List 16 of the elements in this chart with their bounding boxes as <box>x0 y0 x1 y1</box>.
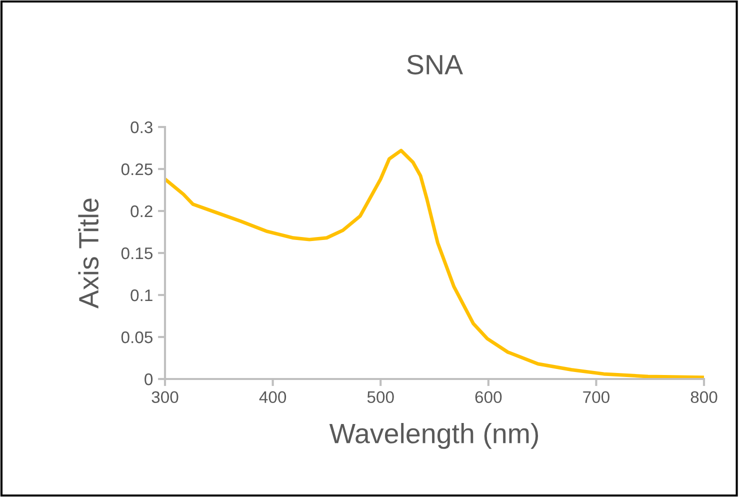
y-tick-label: 0.25 <box>121 163 152 176</box>
x-tick-label: 800 <box>690 391 718 404</box>
y-tick-label: 0.05 <box>121 331 152 344</box>
chart-title: SNA <box>407 54 463 74</box>
x-tick-label: 300 <box>152 391 178 404</box>
x-axis-title: Wavelength (nm) <box>329 423 538 449</box>
y-tick-label: 0 <box>144 373 153 386</box>
x-tick-label: 600 <box>475 391 502 404</box>
x-tick-label: 700 <box>583 391 610 404</box>
y-tick-label: 0.15 <box>121 247 152 260</box>
x-tick-label: 400 <box>259 391 286 404</box>
y-tick-label: 0.1 <box>130 289 152 302</box>
x-tick-label: 500 <box>367 391 394 404</box>
y-tick-label: 0.2 <box>130 205 152 218</box>
y-tick-label: 0.3 <box>130 121 152 134</box>
y-axis-title: Axis Title <box>78 198 99 309</box>
